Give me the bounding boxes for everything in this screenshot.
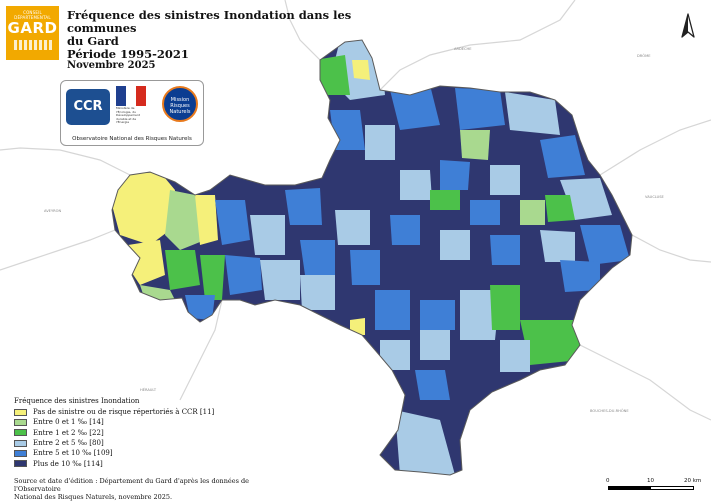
map-title: Fréquence des sinistres Inondation dans … [67,9,397,61]
scale-bar-graphic [608,486,694,490]
legend-title: Fréquence des sinistres Inondation [14,397,140,405]
scale-bar: 0 10 20 km [604,478,704,496]
legend-item: Pas de sinistre ou de risque répertoriés… [14,407,214,417]
scale-tick-0: 0 [606,478,610,484]
legend-label: Entre 2 et 5 ‰ [80] [33,439,104,448]
legend-label: Entre 5 et 10 ‰ [109] [33,449,113,458]
legend-item: Entre 2 et 5 ‰ [80] [14,438,214,448]
scale-tick-10: 10 [647,478,654,484]
legend-swatch [14,460,27,468]
legend-swatch [14,449,27,457]
legend-item: Entre 5 et 10 ‰ [109] [14,448,214,458]
mrn-logo: Mission Risques Naturels [162,86,198,122]
scale-tick-20: 20 km [684,478,702,484]
source-line-2: National des Risques Naturels, novembre … [14,493,173,501]
partners-logos: CCR Ministère de l'Écologie, du Développ… [60,80,204,146]
north-arrow-icon [681,13,695,38]
gard-logo: CONSEIL DÉPARTEMENTAL GARD [6,6,59,60]
title-line-2: du Gard [67,34,119,48]
logo-stripes [13,40,52,50]
ccr-logo: CCR [66,89,110,125]
legend-item: Plus de 10 ‰ [114] [14,458,214,468]
label-aveyron: AVEYRON [44,209,61,213]
label-herault: HÉRAULT [140,387,157,392]
legend: Fréquence des sinistres Inondation Pas d… [14,397,214,469]
legend-swatch [14,429,27,437]
legend-label: Entre 1 et 2 ‰ [22] [33,428,104,437]
source-note: Source et date d'édition : Département d… [14,477,274,501]
label-ardeche: ARDECHE [454,47,472,51]
map-date: Novembre 2025 [67,60,156,71]
department-border [111,39,633,476]
title-line-1: Fréquence des sinistres Inondation dans … [67,8,352,35]
source-line-1: Source et date d'édition : Département d… [14,477,250,493]
legend-swatch [14,408,27,416]
title-line-3: Période 1995-2021 [67,47,189,61]
logo-small-text: CONSEIL DÉPARTEMENTAL [14,10,51,20]
legend-label: Pas de sinistre ou de risque répertoriés… [33,408,215,417]
legend-swatch [14,418,27,426]
legend-item: Entre 1 et 2 ‰ [22] [14,428,214,438]
ministry-text: Ministère de l'Écologie, du Développemen… [116,106,140,124]
marianne-logo [116,86,146,106]
onrn-caption: Observatoire National des Risques Nature… [72,136,192,142]
neighbour-borders [0,0,711,421]
label-bouches-du-rhone: BOUCHES-DU-RHÔNE [590,408,629,413]
label-vaucluse: VAUCLUSE [645,195,665,199]
legend-item: Entre 0 et 1 ‰ [14] [14,417,214,427]
label-drome: DRÔME [637,53,651,58]
legend-label: Plus de 10 ‰ [114] [33,459,103,468]
logo-big-text: GARD [7,19,58,37]
legend-label: Entre 0 et 1 ‰ [14] [33,418,104,427]
legend-swatch [14,439,27,447]
